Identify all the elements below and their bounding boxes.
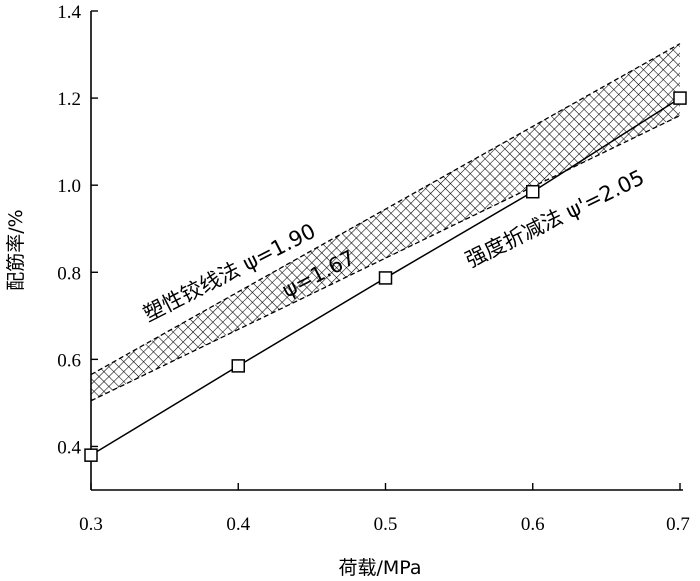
x-tick-label: 0.6: [521, 514, 545, 535]
axes-layer: [90, 11, 683, 491]
y-tick-label: 0.4: [57, 437, 81, 458]
y-tick-label: 0.8: [57, 263, 81, 284]
x-axis-label: 荷载/MPa: [338, 557, 421, 579]
band-layer: [90, 43, 681, 402]
y-tick-label: 1.4: [57, 2, 81, 23]
series-layer: [84, 91, 687, 462]
data-point: [673, 91, 687, 105]
y-tick-label: 1.2: [57, 89, 81, 110]
data-point: [378, 271, 393, 285]
band-upper-line: [90, 43, 681, 376]
ticks-layer: 0.3 0.4 0.5 0.6 0.7 0.4 0.6 0.8 1.0 1.2 1.4: [57, 2, 690, 535]
x-tick-label: 0.3: [79, 514, 103, 535]
band-lower-line: [90, 114, 681, 402]
y-tick-label: 0.6: [57, 350, 81, 371]
x-tick-label: 0.4: [226, 514, 250, 535]
y-axis-label: 配筋率/%: [5, 209, 27, 290]
data-point: [84, 448, 98, 462]
x-tick-label: 0.5: [374, 514, 398, 535]
x-tick-label: 0.7: [666, 514, 690, 535]
y-tick-label: 1.0: [57, 176, 81, 197]
data-point: [231, 359, 245, 373]
band-fill: [91, 43, 680, 401]
data-point: [526, 184, 540, 199]
